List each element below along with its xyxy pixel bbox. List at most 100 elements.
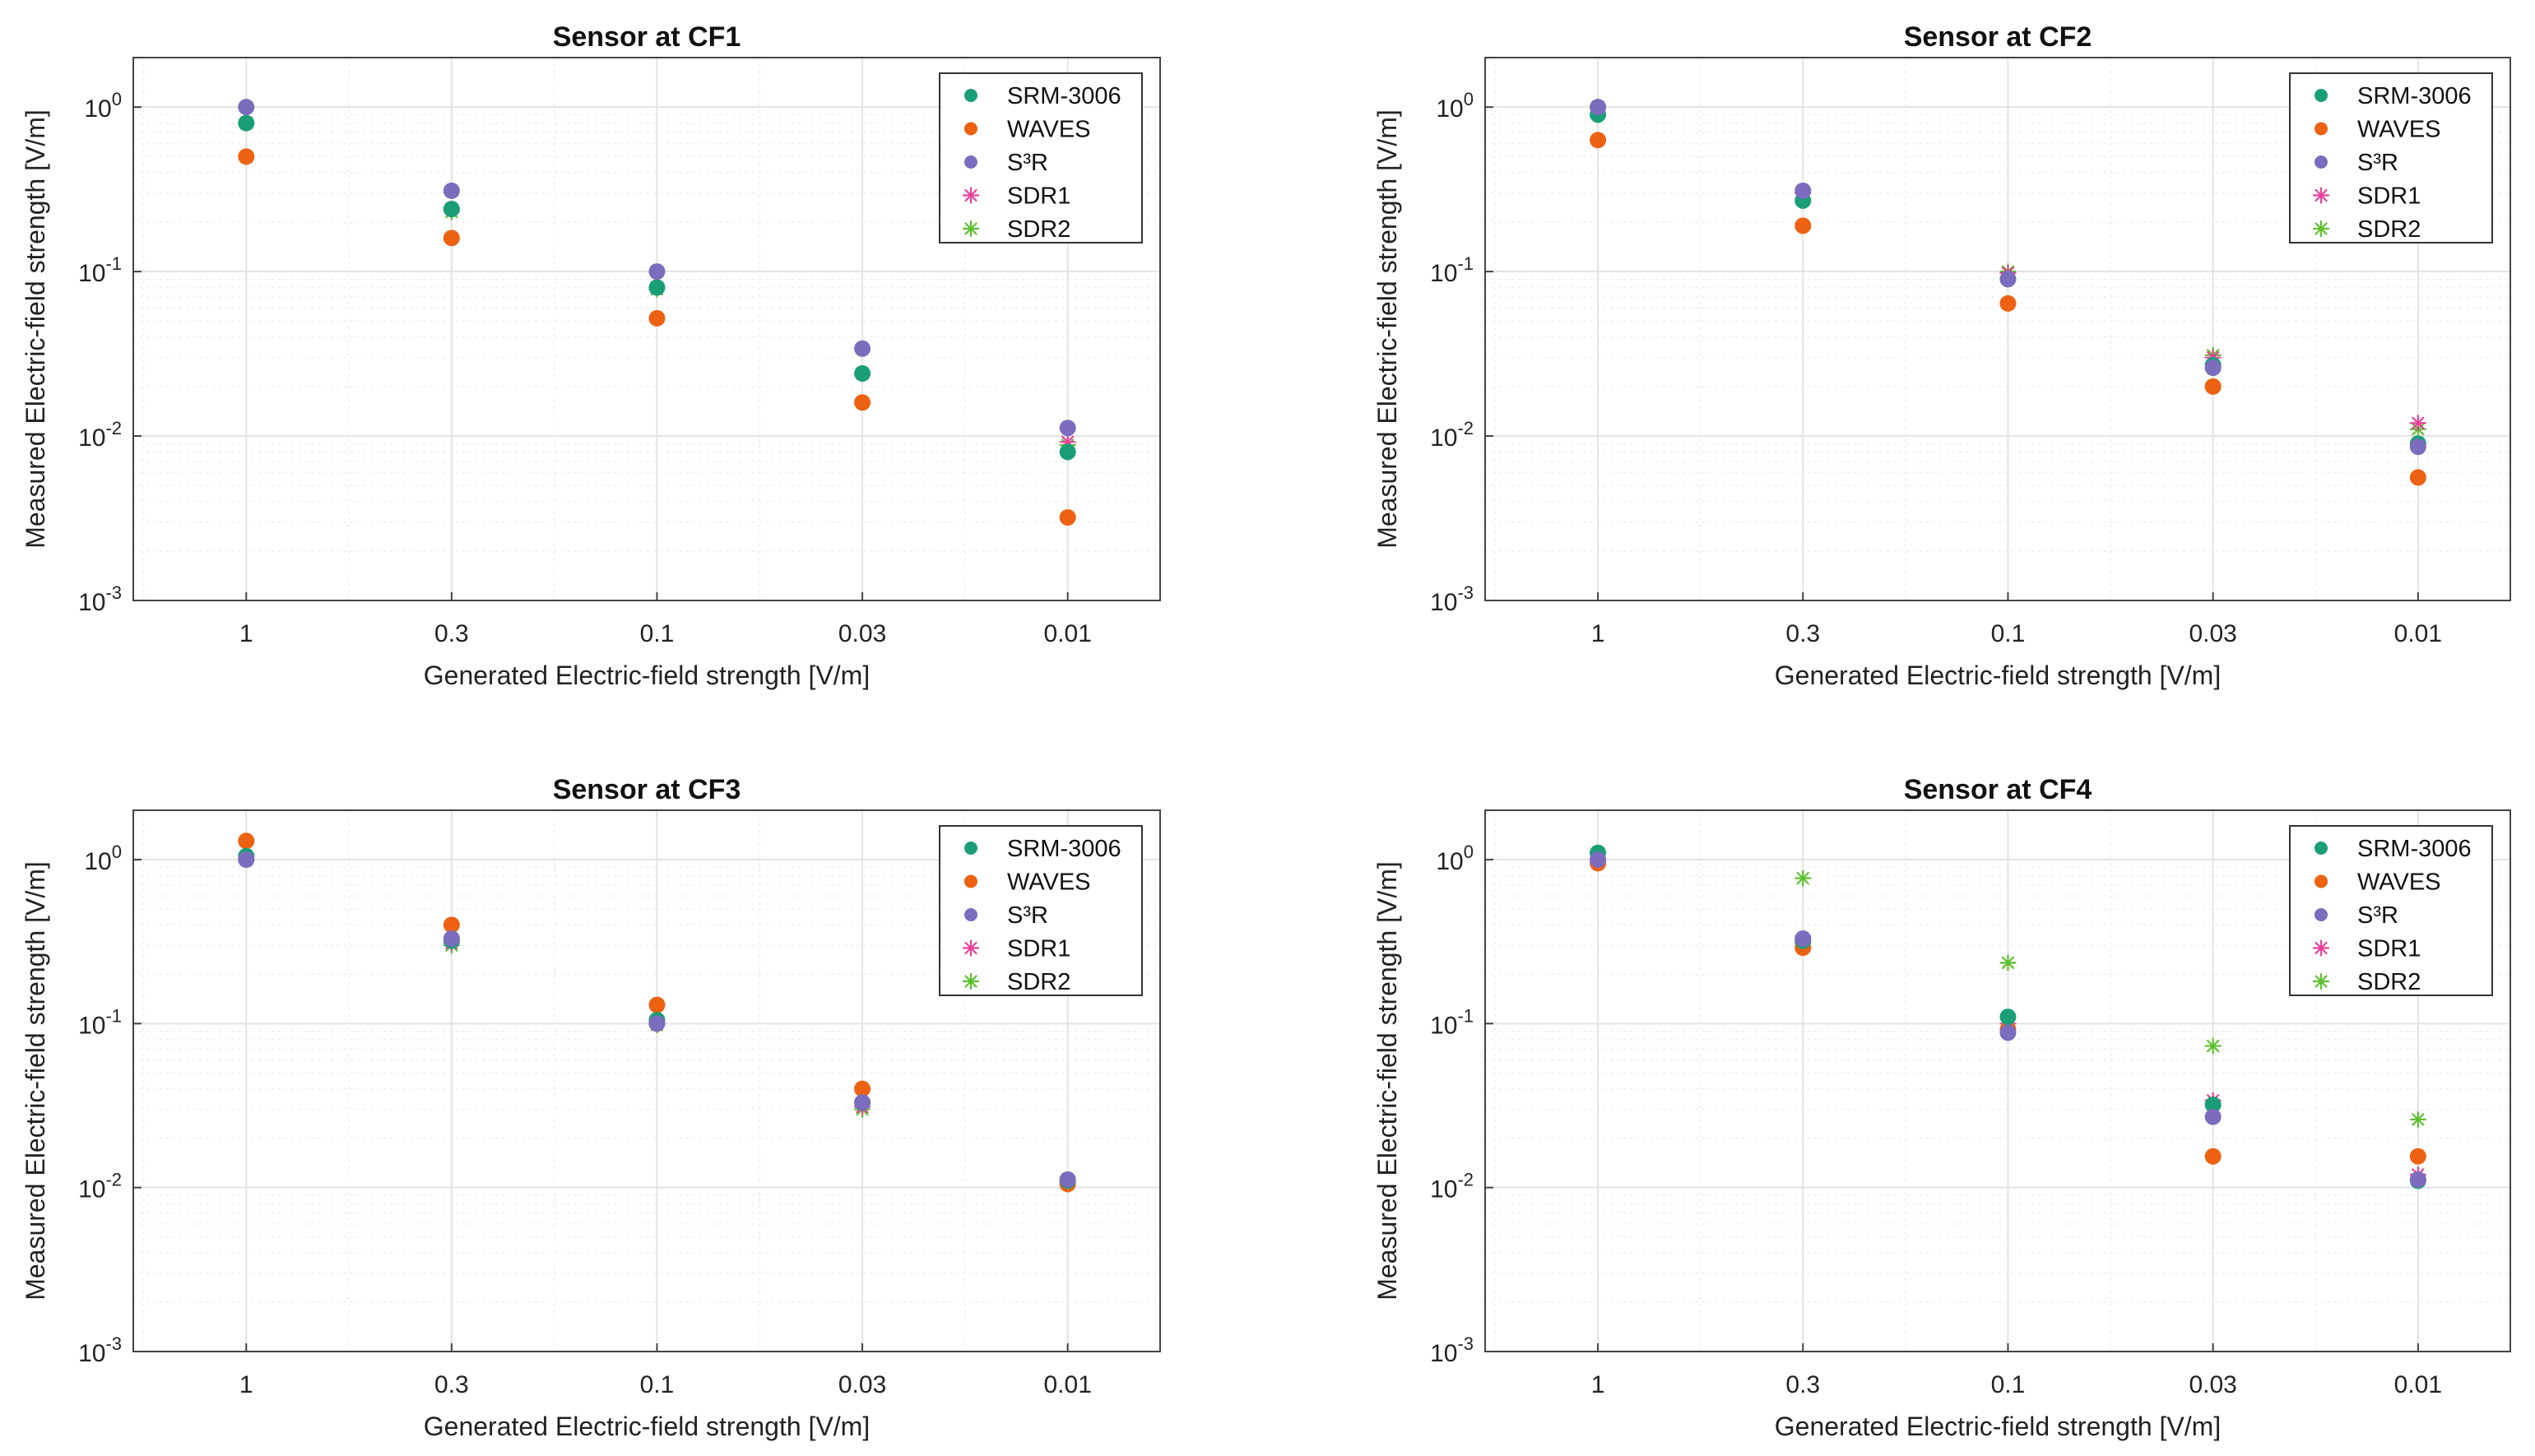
x-tick-label: 0.01: [2394, 620, 2442, 647]
chart-title: Sensor at CF1: [553, 21, 741, 53]
y-tick-label: 10-3: [78, 582, 122, 616]
legend-label: SRM-3006: [2357, 836, 2472, 862]
legend-marker: [2314, 874, 2328, 888]
legend-marker: [2312, 972, 2330, 990]
legend: SRM-3006 WAVES S³R SDR1 SDR2: [939, 72, 1143, 243]
data-point-sr: [1794, 930, 1812, 947]
x-tick-label: 0.3: [434, 620, 469, 647]
data-point-srm3006: [854, 365, 871, 383]
data-point-sr: [648, 263, 666, 281]
data-points: [238, 99, 1076, 526]
data-point-sr: [2409, 438, 2426, 456]
x-tick-label: 0.1: [640, 1371, 675, 1398]
y-tick-label: 10-1: [78, 1005, 122, 1039]
legend-label: SDR1: [1007, 936, 1070, 962]
x-tick-label: 0.3: [1785, 1371, 1820, 1398]
legend-label: SDR1: [1007, 183, 1070, 210]
y-axis-label: Measured Electric-field strength [V/m]: [21, 861, 50, 1301]
legend-marker: [964, 874, 977, 888]
y-axis-label: Measured Electric-field strength [V/m]: [1372, 109, 1402, 549]
data-point-sr: [1794, 182, 1812, 199]
data-point-srm3006: [238, 114, 255, 132]
x-tick-label: 0.1: [640, 620, 675, 647]
legend-label: SRM-3006: [1007, 83, 1121, 109]
legend-entry: SDR1: [962, 936, 1070, 962]
x-axis-label: Generated Electric-field strength [V/m]: [1775, 1412, 2221, 1441]
axes-box: [132, 809, 1161, 1352]
minor-gridlines: [1485, 809, 2510, 1352]
legend-marker: [962, 187, 980, 204]
legend-entry: S³R: [2314, 902, 2398, 929]
legend-entry: SDR2: [962, 969, 1070, 995]
y-tick-label: 10-1: [1430, 1005, 1474, 1039]
legend-marker: [964, 122, 977, 136]
data-point-waves: [238, 832, 255, 850]
x-tick-label: 0.3: [1785, 620, 1820, 647]
y-tick-label: 10-2: [78, 418, 122, 452]
chart-panel-2: 100 10-1 10-2 10-3 1 0.3 0.1 0.03 0.01 Sensor at …: [1372, 21, 2511, 690]
y-tick-label: 10-1: [1430, 253, 1474, 287]
legend-entry: SRM-3006: [964, 83, 1121, 109]
legend-marker: [2312, 220, 2330, 238]
chart-panel-3: 100 10-1 10-2 10-3 1 0.3 0.1 0.03 0.01 Sensor at …: [21, 774, 1161, 1441]
legend-marker: [2312, 187, 2330, 204]
chart-title: Sensor at CF2: [1904, 21, 2092, 53]
data-point-sr: [854, 340, 871, 357]
data-point-waves: [854, 1080, 871, 1097]
y-tick-label: 10-3: [1430, 582, 1474, 616]
legend-marker: [2314, 842, 2328, 855]
data-point-sr: [854, 1094, 871, 1111]
legend-entry: SDR2: [2312, 216, 2421, 243]
x-tick-label: 0.03: [838, 620, 886, 647]
data-point-sr: [1999, 271, 2017, 288]
data-point-waves: [854, 394, 871, 411]
y-tick-label: 10-1: [78, 253, 122, 287]
data-point-sdr2: [1999, 954, 2017, 971]
data-point-sdr1: [2409, 415, 2426, 432]
data-point-sr: [2204, 359, 2222, 377]
data-point-sr: [648, 1015, 666, 1032]
data-point-waves: [1794, 217, 1812, 234]
legend-entry: WAVES: [2314, 869, 2441, 896]
legend-marker: [2314, 89, 2328, 102]
legend-entry: WAVES: [964, 117, 1091, 143]
minor-gridlines: [1485, 57, 2510, 600]
x-tick-label: 1: [239, 620, 253, 647]
data-point-sr: [238, 99, 255, 116]
legend-label: SRM-3006: [1007, 836, 1121, 862]
legend-label: SDR1: [2357, 936, 2421, 962]
data-point-sdr2: [2204, 1037, 2222, 1055]
x-tick-label: 0.03: [2189, 1371, 2236, 1398]
y-axis-label: Measured Electric-field strength [V/m]: [1372, 861, 1402, 1301]
data-point-waves: [238, 148, 255, 165]
data-point-srm3006: [648, 279, 666, 296]
axes-box: [132, 57, 1161, 601]
data-point-waves: [648, 996, 666, 1013]
data-point-sr: [238, 851, 255, 869]
chart-panel-1: 100 10-1 10-2 10-3 1 0.3 0.1 0.03 0.01 Sensor at …: [21, 21, 1161, 690]
legend: SRM-3006 WAVES S³R SDR1 SDR2: [2289, 72, 2493, 243]
y-tick-label: 10-3: [78, 1333, 122, 1367]
legend-entry: SDR1: [2312, 936, 2421, 962]
legend-label: SDR2: [1007, 216, 1070, 243]
x-tick-label: 0.01: [1043, 620, 1091, 647]
legend-marker: [2314, 122, 2328, 136]
data-point-srm3006: [1999, 1009, 2017, 1026]
data-point-sr: [1999, 1024, 2017, 1041]
data-point-sr: [1059, 1171, 1076, 1188]
legend-entry: WAVES: [2314, 117, 2441, 143]
axes-box: [1484, 57, 2511, 601]
data-points: [238, 832, 1076, 1193]
data-point-sr: [1590, 99, 1607, 116]
data-point-srm3006: [443, 201, 460, 218]
chart-panel-4: 100 10-1 10-2 10-3 1 0.3 0.1 0.03 0.01 Sensor at …: [1372, 774, 2511, 1441]
legend-entry: S³R: [964, 902, 1048, 929]
data-point-sdr2: [1794, 869, 1812, 887]
y-tick-label: 10-2: [1430, 418, 1474, 452]
data-point-waves: [2204, 378, 2222, 395]
data-points: [1589, 844, 2426, 1189]
legend-label: SDR1: [2357, 183, 2421, 210]
y-tick-label: 100: [1436, 89, 1474, 123]
legend-marker: [964, 908, 977, 921]
x-tick-label: 1: [1591, 620, 1605, 647]
